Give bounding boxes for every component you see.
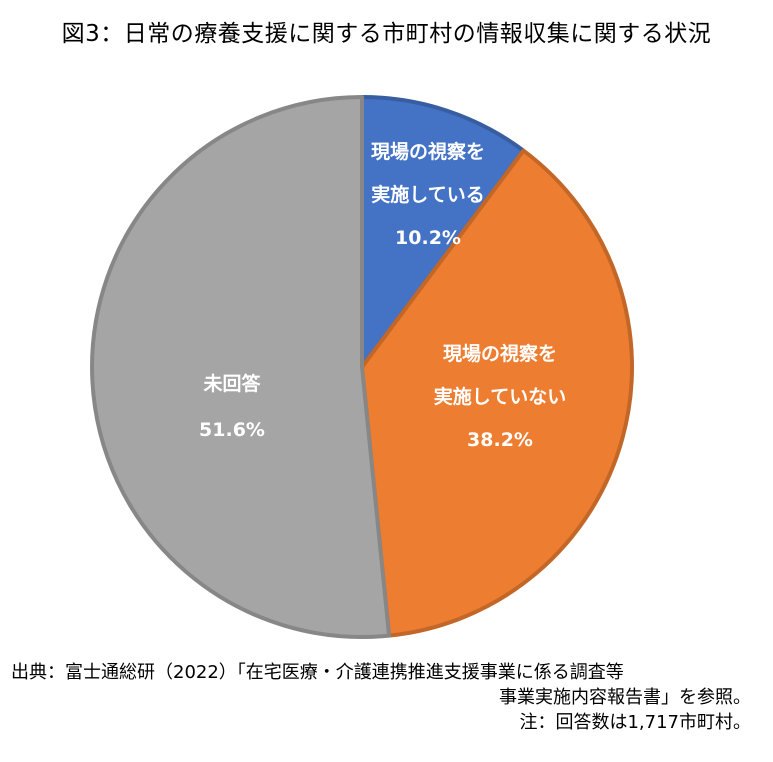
slice-value-label: 10.2% [395,227,461,249]
source-line-2: 事業実施内容報告書」を参照。 [499,687,751,708]
source-note: 出典：富士通総研（2022）「在宅医療・介護連携推進支援事業に係る調査等 事業実… [11,660,751,735]
chart-title: 図3：日常の療養支援に関する市町村の情報収集に関する状況 [61,21,712,47]
slice-category-label: 現場の視察を [443,342,557,365]
slice-label-1: 現場の視察を実施している 10.2% [371,140,485,249]
slice-category-label: 実施している [371,183,484,206]
pie-labels: 現場の視察を実施している 10.2%現場の視察を実施していない 38.2%未回答 51… [199,140,566,451]
pie-slices [90,95,634,639]
slice-value-label: 51.6% [199,419,265,441]
slice-category-label: 現場の視察を [371,140,485,163]
pie-slice-2 [360,148,634,638]
slice-value-label: 38.2% [467,429,533,451]
pie-slice-1 [360,95,526,369]
slice-category-label: 未回答 [202,372,261,395]
source-line-3: 注：回答数は1,717市町村。 [519,712,751,733]
pie-chart: 現場の視察を実施している 10.2%現場の視察を実施していない 38.2%未回答 51… [90,95,634,639]
slice-category-label: 実施していない [434,385,566,408]
source-line-1: 出典：富士通総研（2022）「在宅医療・介護連携推進支援事業に係る調査等 [11,662,624,683]
pie-slice-3 [90,95,392,639]
slice-label-2: 現場の視察を実施していない 38.2% [434,342,566,451]
slice-label-3: 未回答 51.6% [199,372,265,441]
